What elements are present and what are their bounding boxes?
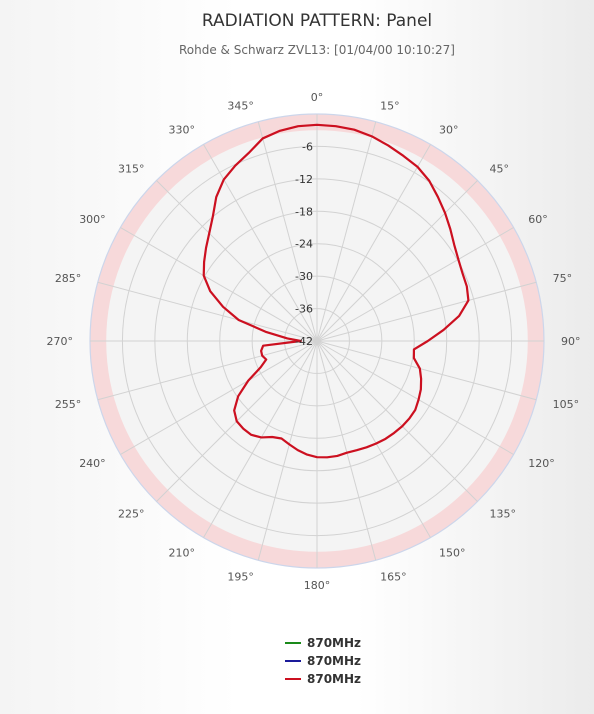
legend-item[interactable]: 870MHz	[285, 672, 361, 686]
angle-tick-label: 90°	[561, 335, 581, 348]
chart-subtitle: Rohde & Schwarz ZVL13: [01/04/00 10:10:2…	[179, 43, 455, 57]
angle-tick-label: 105°	[553, 398, 580, 411]
radial-tick-label: -18	[295, 205, 313, 218]
legend-item[interactable]: 870MHz	[285, 636, 361, 650]
angle-tick-label: 270°	[47, 335, 74, 348]
grid-spoke	[316, 180, 478, 342]
grid-spoke	[316, 340, 377, 561]
angle-tick-label: 60°	[528, 213, 548, 226]
radial-tick-label: -12	[295, 173, 313, 186]
radial-tick-label: -30	[295, 270, 313, 283]
angle-tick-label: 165°	[380, 571, 407, 584]
angle-tick-label: 120°	[528, 457, 555, 470]
radial-tick-label: -36	[295, 303, 313, 316]
angle-tick-label: 135°	[490, 508, 517, 521]
angle-tick-label: 15°	[380, 99, 400, 112]
grid-spoke	[120, 227, 318, 342]
angle-tick-label: 195°	[227, 571, 254, 584]
angle-tick-label: 255°	[55, 398, 82, 411]
grid-spoke	[257, 340, 318, 561]
grid-spoke	[316, 121, 377, 342]
radial-tick-label: -6	[302, 140, 313, 153]
angle-tick-label: 0°	[311, 91, 324, 104]
angle-tick-label: 225°	[118, 508, 145, 521]
angle-tick-labels: 0° 15° 30° 45° 60° 75° 90° 105° 120° 135° 150° 165°…	[47, 91, 581, 592]
radial-tick-label: -42	[295, 335, 313, 348]
angle-tick-label: 30°	[439, 124, 459, 137]
legend-label: 870MHz	[307, 654, 361, 668]
series-lines	[202, 123, 470, 459]
grid-spoke	[316, 340, 537, 401]
angle-tick-label: 345°	[227, 99, 254, 112]
grid-spoke	[97, 281, 318, 342]
grid-spoke	[316, 340, 478, 502]
angle-tick-label: 285°	[55, 272, 82, 285]
legend[interactable]: 870MHz 870MHz 870MHz	[285, 636, 361, 686]
angle-tick-label: 315°	[118, 162, 145, 175]
angle-tick-label: 45°	[490, 162, 510, 175]
angle-tick-label: 240°	[79, 457, 106, 470]
grid-spoke	[203, 144, 318, 342]
grid-spoke	[316, 144, 431, 342]
angle-tick-label: 180°	[304, 579, 331, 592]
legend-item[interactable]: 870MHz	[285, 654, 361, 668]
legend-label: 870MHz	[307, 636, 361, 650]
grid-spoke	[120, 340, 318, 455]
grid-spoke	[316, 227, 514, 342]
grid-spoke	[97, 340, 318, 401]
angle-tick-label: 210°	[169, 546, 196, 559]
angle-tick-label: 330°	[169, 124, 196, 137]
radial-tick-label: -24	[295, 238, 313, 251]
series-line	[202, 123, 470, 459]
angle-tick-label: 300°	[79, 213, 106, 226]
grid-spoke	[156, 180, 318, 342]
grid-spoke	[316, 340, 514, 455]
grid-spoke	[203, 340, 318, 538]
angle-tick-label: 75°	[553, 272, 573, 285]
chart-title: RADIATION PATTERN: Panel	[202, 11, 432, 31]
legend-label: 870MHz	[307, 672, 361, 686]
polar-grid	[89, 113, 545, 569]
radial-tick-labels: -6 -12 -18 -24 -30 -36 -42	[295, 140, 313, 348]
grid-spoke	[257, 121, 318, 342]
angle-tick-label: 150°	[439, 546, 466, 559]
grid-spoke	[316, 340, 431, 538]
grid-spoke	[316, 281, 537, 342]
